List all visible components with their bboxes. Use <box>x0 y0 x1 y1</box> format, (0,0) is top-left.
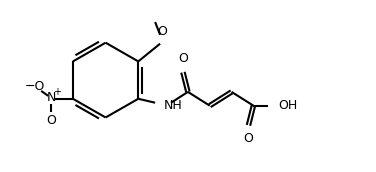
Text: N: N <box>46 91 56 104</box>
Text: O: O <box>178 52 188 65</box>
Text: O: O <box>244 132 253 145</box>
Text: NH: NH <box>164 99 183 112</box>
Text: O: O <box>157 25 167 38</box>
Text: −O: −O <box>25 80 45 94</box>
Text: +: + <box>53 87 61 97</box>
Text: OH: OH <box>278 99 297 112</box>
Text: O: O <box>46 114 56 127</box>
